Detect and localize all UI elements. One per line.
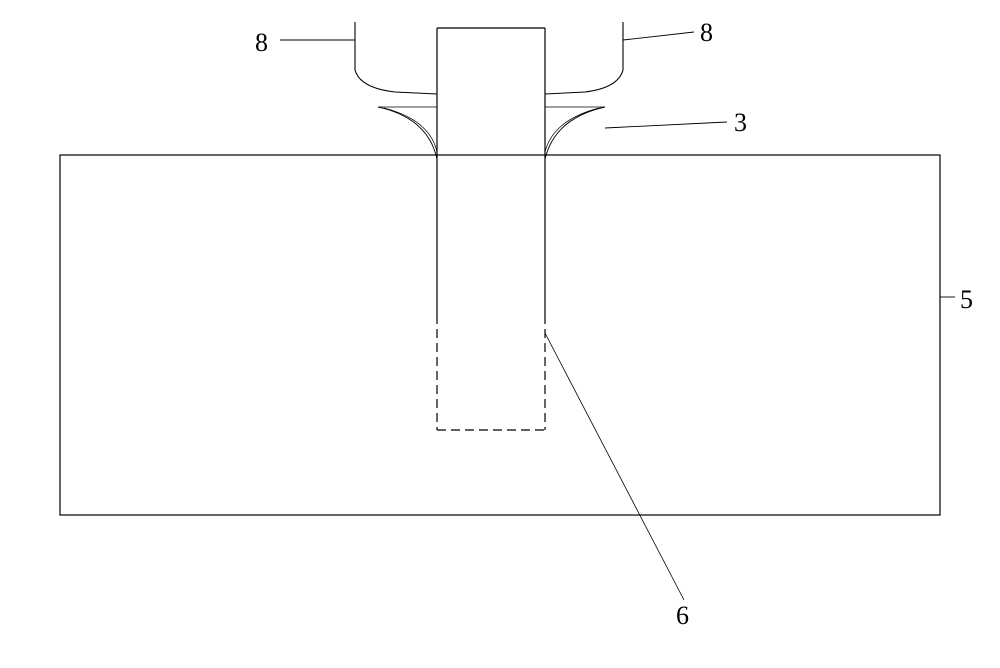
label-5: 5	[960, 285, 973, 315]
label-8-right: 8	[700, 18, 713, 48]
leader-6	[545, 333, 684, 600]
label-6: 6	[676, 601, 689, 631]
box-5	[60, 155, 940, 515]
flare-right-outer	[545, 107, 605, 159]
label-3: 3	[734, 108, 747, 138]
diagram-svg	[0, 0, 1000, 668]
tray-right-curve	[545, 70, 623, 94]
leader-8-right	[623, 32, 694, 40]
flare-left-inner	[384, 108, 437, 152]
label-8-left: 8	[255, 28, 268, 58]
leader-3	[605, 122, 727, 128]
tray-left-curve	[355, 70, 437, 94]
flare-right-inner	[545, 108, 599, 152]
